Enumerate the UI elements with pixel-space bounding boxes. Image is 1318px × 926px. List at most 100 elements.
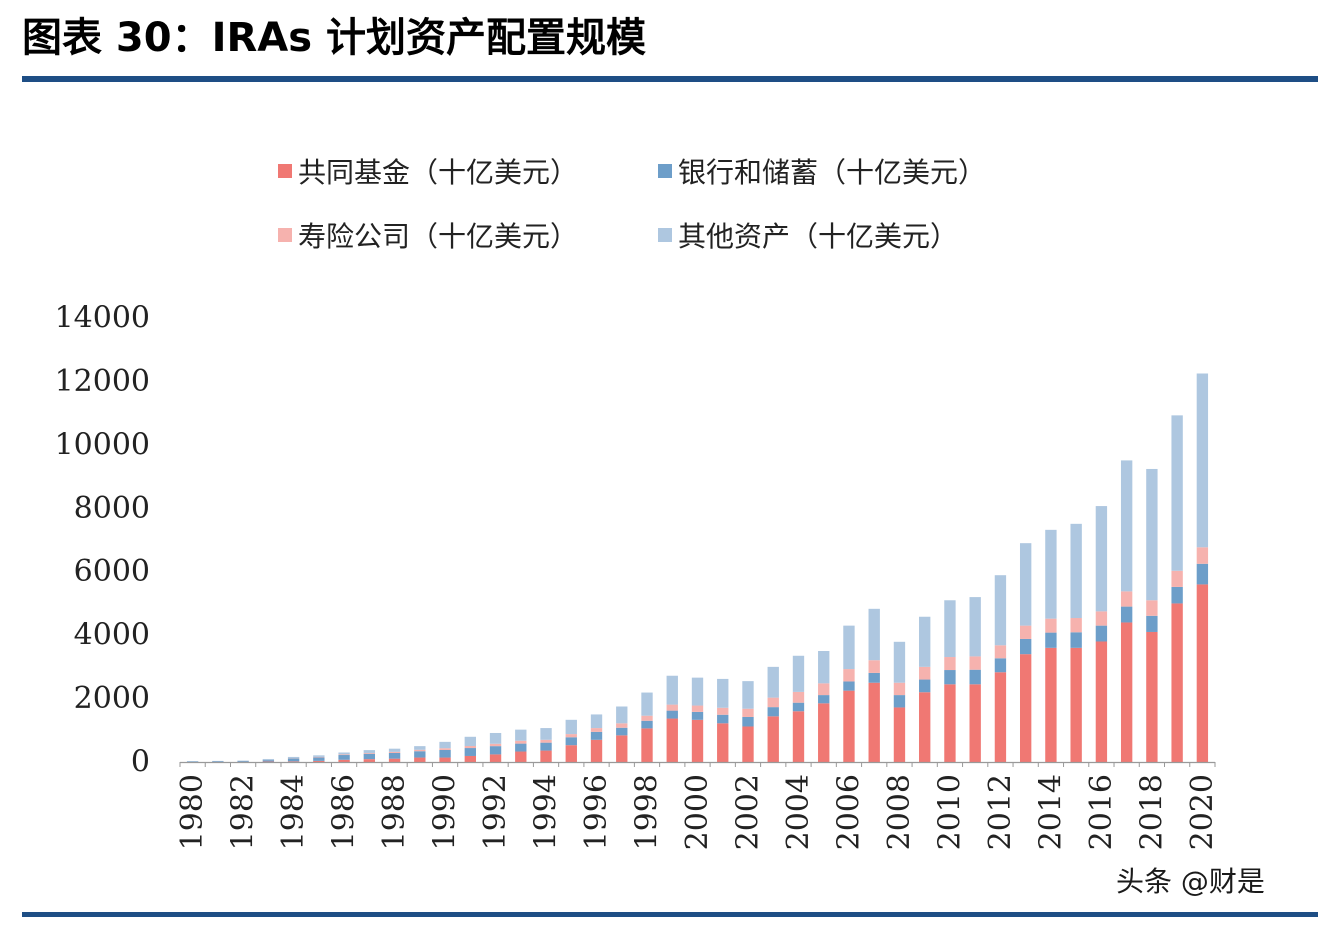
page-title: 图表 30：IRAs 计划资产配置规模 [22,15,646,61]
bars-layer [186,373,1209,762]
bar-segment-2003-series-0 [767,716,779,762]
bar-segment-1995-series-3 [565,719,577,735]
bottom-rule [22,912,1318,917]
x-tick-label-1982: 1982 [226,774,261,850]
x-tick-label-2008: 2008 [882,774,917,850]
bar-segment-1984-series-0 [287,761,300,762]
bar-segment-2013-series-0 [1019,654,1032,762]
bar-segment-1988-series-1 [388,752,401,759]
bar-segment-2003-series-3 [767,666,779,698]
bar-segment-2008-series-0 [893,707,906,762]
bar-segment-2020-series-1 [1196,563,1209,585]
x-tick-label-2014: 2014 [1033,774,1068,850]
bar-segment-2008-series-2 [893,682,906,696]
bar-segment-1992-series-0 [489,754,502,762]
bar-segment-2014-series-0 [1045,647,1057,762]
bar-segment-1990-series-2 [439,748,451,750]
bar-segment-1984-series-3 [287,756,300,759]
bar-segment-2017-series-2 [1120,591,1133,607]
legend-label-other-assets: 其他资产（十亿美元） [678,220,959,253]
y-tick-label-6000: 6000 [74,554,150,589]
bar-segment-1993-series-1 [515,743,527,752]
bar-segment-1998-series-3 [641,692,653,716]
bar-segment-1999-series-0 [666,718,678,762]
x-tick-label-2016: 2016 [1084,774,1119,850]
bar-segment-2004-series-1 [792,702,805,712]
bar-segment-2005-series-1 [818,695,830,704]
bar-segment-1999-series-1 [666,710,678,719]
bar-segment-2002-series-3 [742,681,754,709]
bar-segment-2018-series-3 [1146,468,1158,601]
y-tick-label-8000: 8000 [74,491,150,526]
bar-segment-2012-series-0 [994,672,1007,762]
bar-segment-1985-series-3 [313,755,325,757]
bar-segment-2018-series-0 [1146,631,1158,762]
bar-segment-2004-series-0 [792,711,805,762]
bar-segment-1993-series-3 [515,729,527,741]
bar-segment-1987-series-3 [363,750,376,753]
bar-segment-2006-series-3 [843,625,855,670]
bar-segment-1988-series-0 [388,758,401,762]
y-tick-label-4000: 4000 [74,618,150,653]
bar-segment-1996-series-1 [590,731,603,740]
y-tick-label-0: 0 [131,745,150,780]
bar-segment-1985-series-0 [313,760,325,762]
bar-segment-2006-series-2 [843,669,855,682]
x-tick-label-2000: 2000 [680,774,715,850]
bar-segment-2007-series-3 [868,608,880,661]
bar-segment-2011-series-1 [969,669,981,685]
bar-segment-1986-series-1 [338,755,350,760]
bar-segment-1989-series-0 [414,757,426,762]
bar-segment-2011-series-0 [969,684,981,762]
bar-segment-1999-series-3 [666,675,678,705]
bar-segment-1981-series-1 [212,761,224,762]
bar-segment-2007-series-1 [868,672,880,683]
legend-swatch-bank-savings [658,164,672,178]
bar-segment-2008-series-3 [893,641,906,683]
bar-segment-1993-series-2 [515,740,527,744]
bar-segment-1982-series-1 [237,760,249,762]
bar-segment-1995-series-0 [565,745,577,762]
bar-segment-2017-series-3 [1120,460,1133,592]
legend-item-life-insurance: 寿险公司（十亿美元） [278,215,578,255]
x-tick-label-1994: 1994 [529,774,564,850]
bar-segment-2018-series-2 [1146,600,1158,616]
bar-segment-2015-series-0 [1070,647,1082,762]
bar-segment-1988-series-2 [388,751,401,753]
bar-segment-2012-series-3 [994,575,1007,646]
bar-segment-1980-series-1 [186,761,199,762]
x-tick-label-2010: 2010 [932,774,967,850]
bar-segment-1994-series-2 [540,739,552,743]
bar-segment-1985-series-1 [313,757,325,761]
bar-segment-2005-series-3 [818,651,830,684]
bar-segment-2010-series-3 [944,600,956,658]
bar-segment-1990-series-0 [439,757,451,762]
legend-label-life-insurance: 寿险公司（十亿美元） [298,220,579,253]
bar-segment-2016-series-1 [1095,625,1108,642]
bar-segment-1997-series-0 [616,735,628,762]
bar-segment-2000-series-0 [691,719,704,762]
bar-segment-2001-series-1 [717,714,729,724]
bar-segment-1995-series-2 [565,734,577,738]
bar-segment-2019-series-0 [1171,603,1183,762]
bar-segment-1989-series-1 [414,751,426,758]
legend-item-other-assets: 其他资产（十亿美元） [658,215,958,255]
bar-segment-2005-series-2 [818,683,830,696]
bar-segment-2008-series-1 [893,695,906,708]
bar-segment-2020-series-3 [1196,373,1209,548]
x-tick-label-1980: 1980 [175,774,210,850]
bar-segment-2016-series-2 [1095,611,1108,626]
bar-segment-2003-series-1 [767,707,779,717]
x-tick-label-1986: 1986 [327,774,362,850]
bar-segment-2019-series-3 [1171,415,1183,571]
x-tick-label-1990: 1990 [428,774,463,850]
bar-segment-1986-series-0 [338,759,350,762]
bar-segment-2020-series-2 [1196,547,1209,564]
bar-segment-2011-series-3 [969,597,981,657]
x-tick-label-1998: 1998 [630,774,665,850]
bar-segment-2001-series-2 [717,707,729,715]
x-tick-label-1992: 1992 [478,774,513,850]
bar-segment-2012-series-2 [994,645,1007,659]
legend-label-bank-savings: 银行和储蓄（十亿美元） [678,156,987,189]
bar-segment-1988-series-3 [388,748,401,752]
